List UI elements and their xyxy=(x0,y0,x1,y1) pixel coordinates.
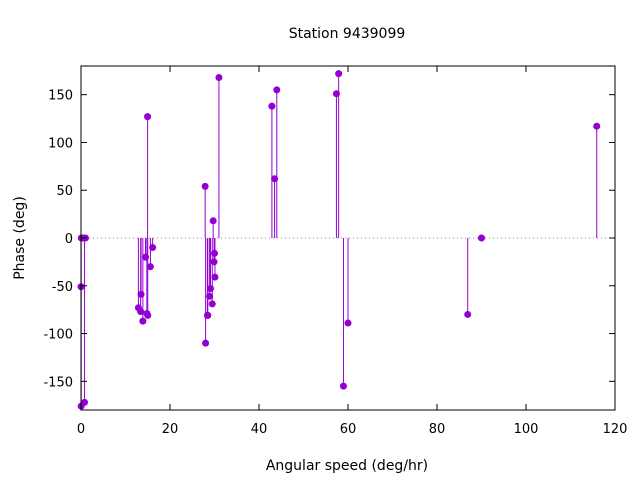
plot-area xyxy=(77,70,615,410)
phase-point xyxy=(146,263,154,271)
phase-point xyxy=(344,319,352,327)
y-axis-label: Phase (deg) xyxy=(12,196,28,280)
phase-point xyxy=(208,300,216,308)
x-tick-label: 60 xyxy=(340,422,357,437)
x-tick-label: 80 xyxy=(429,422,446,437)
y-axis: -150 -100 -50 0 50 100 150 xyxy=(43,89,615,390)
phase-point xyxy=(206,285,214,293)
phase-point xyxy=(209,217,217,225)
y-tick-label: 0 xyxy=(65,232,73,247)
x-tick-label: 100 xyxy=(514,422,539,437)
phase-point xyxy=(206,292,214,300)
phase-point xyxy=(268,102,276,110)
phase-point xyxy=(215,73,223,81)
y-tick-label: 150 xyxy=(48,89,73,104)
phase-point xyxy=(149,244,157,252)
phase-point xyxy=(335,70,343,78)
phase-point xyxy=(339,382,347,390)
x-tick-label: 20 xyxy=(162,422,179,437)
phase-point xyxy=(593,122,601,130)
x-tick-label: 120 xyxy=(603,422,628,437)
y-tick-label: 50 xyxy=(56,184,73,199)
x-axis-label: Angular speed (deg/hr) xyxy=(266,458,428,474)
phase-point xyxy=(201,182,209,190)
phase-point xyxy=(204,311,212,319)
y-tick-label: -150 xyxy=(43,375,73,390)
x-axis: 0 20 40 60 80 100 120 xyxy=(77,66,628,437)
phase-point xyxy=(202,339,210,347)
phase-point xyxy=(464,310,472,318)
phase-point xyxy=(139,317,147,325)
y-tick-label: -100 xyxy=(43,328,73,343)
y-tick-label: 100 xyxy=(48,136,73,151)
phase-point xyxy=(273,86,281,94)
phase-point xyxy=(81,398,89,406)
phase-point xyxy=(211,273,219,281)
phase-point xyxy=(210,258,218,266)
x-tick-label: 40 xyxy=(251,422,268,437)
chart-title: Station 9439099 xyxy=(289,26,406,42)
x-tick-label: 0 xyxy=(77,422,85,437)
phase-point xyxy=(144,311,152,319)
phase-point xyxy=(137,290,145,298)
y-tick-label: -50 xyxy=(52,280,73,295)
phase-point xyxy=(144,113,152,121)
phase-point xyxy=(478,234,485,242)
